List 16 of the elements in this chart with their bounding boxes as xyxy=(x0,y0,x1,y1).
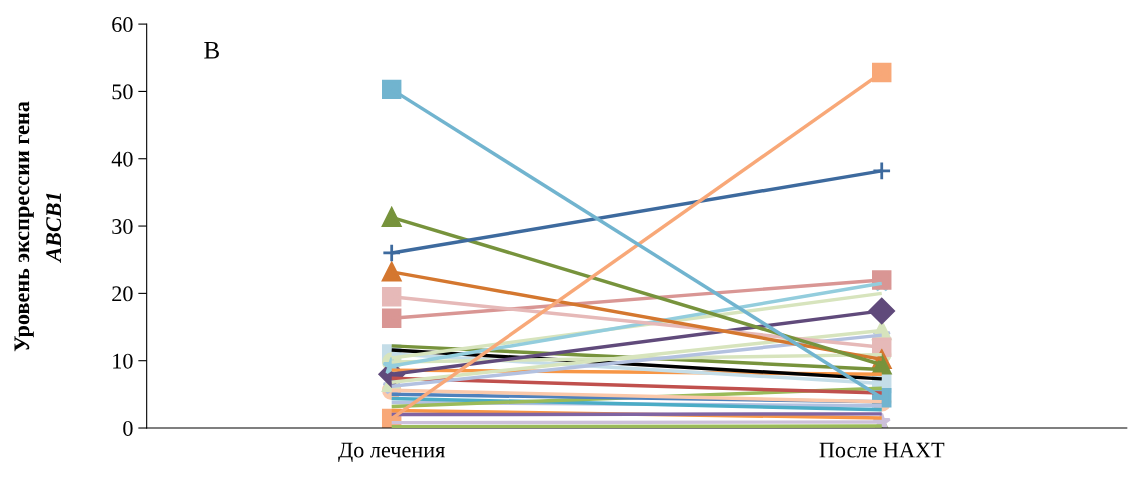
point xyxy=(381,262,402,282)
y-tick-label: 40 xyxy=(111,151,133,167)
y-tick-label: 20 xyxy=(112,286,133,302)
point xyxy=(381,207,402,228)
annotation: В xyxy=(204,42,219,59)
y-tick-label: 60 xyxy=(112,17,133,33)
y-tick-label: 0 xyxy=(123,420,133,436)
x-tick-label: До лечения xyxy=(338,442,445,463)
y-tick-label: 50 xyxy=(112,84,133,100)
y-tick-label: 30 xyxy=(112,218,133,234)
point xyxy=(872,161,892,181)
x-tick-label: После НАХТ xyxy=(819,442,945,458)
point xyxy=(381,243,402,263)
point xyxy=(868,297,895,325)
y-tick-label: 10 xyxy=(113,353,133,369)
y-axis-title: Уровень экспрессии гена ABCB1 xyxy=(14,101,62,352)
